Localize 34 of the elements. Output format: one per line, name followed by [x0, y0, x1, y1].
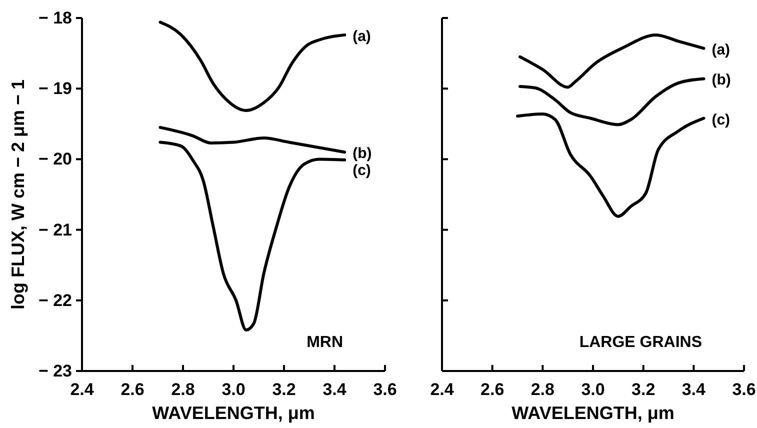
- x-tick-label: 3.2: [272, 380, 296, 400]
- y-tick-label: − 22: [38, 290, 72, 310]
- annotation: LARGE GRAINS: [579, 334, 702, 351]
- y-tick-label: − 20: [38, 150, 72, 169]
- line-series: [158, 20, 346, 112]
- x-tick-label: 3.4: [322, 380, 347, 400]
- x-axis-title: WAVELENGTH, μm: [152, 403, 315, 423]
- annotation: MRN: [306, 334, 343, 351]
- series-label: (a): [712, 41, 730, 58]
- line-series: [158, 126, 346, 154]
- series-label: (c): [712, 111, 730, 128]
- y-tick-label: − 21: [38, 220, 72, 240]
- x-tick-label: 2.6: [480, 380, 504, 400]
- y-tick-label: − 23: [38, 361, 72, 380]
- series-label: (a): [352, 28, 371, 45]
- x-tick-label: 3.6: [373, 380, 397, 400]
- x-tick-label: 2.4: [70, 380, 94, 400]
- y-tick-label: − 19: [38, 79, 72, 98]
- x-tick-label: 3.0: [222, 380, 246, 400]
- line-series: [158, 140, 346, 332]
- x-tick-label: 2.8: [530, 380, 554, 400]
- x-axis-title: WAVELENGTH, μm: [512, 403, 674, 423]
- x-tick-label: 3.6: [732, 380, 756, 400]
- series-label: (b): [352, 145, 372, 162]
- x-tick-label: 3.2: [632, 380, 656, 400]
- x-tick-label: 2.4: [430, 380, 454, 400]
- x-tick-label: 2.6: [120, 380, 144, 400]
- series-label: (c): [352, 162, 371, 180]
- x-tick-label: 2.8: [171, 380, 195, 400]
- y-tick-label: − 18: [38, 8, 72, 28]
- x-tick-label: 3.0: [581, 380, 605, 400]
- x-tick-label: 3.4: [682, 380, 706, 400]
- series-label: (b): [712, 72, 731, 89]
- y-axis-title: log FLUX, W cm − 2 μm − 1: [8, 79, 28, 310]
